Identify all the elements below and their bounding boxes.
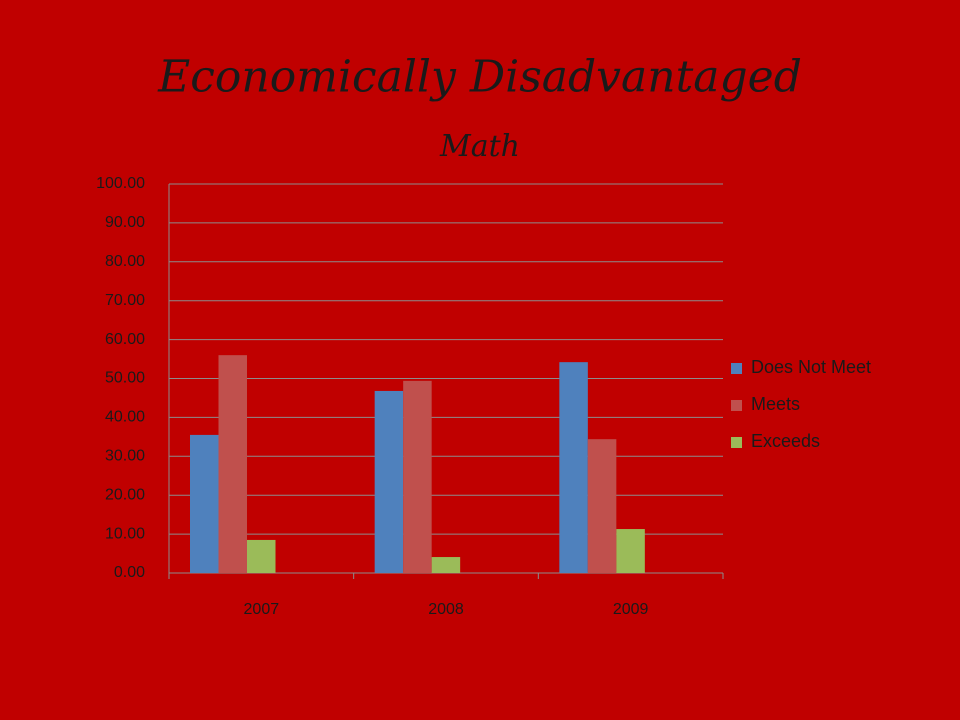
bar [587, 439, 617, 573]
y-tick-label: 30.00 [105, 448, 145, 465]
bar [431, 557, 461, 573]
legend-swatch [731, 400, 742, 411]
chart-subtitle: Math [439, 129, 520, 164]
y-tick-label: 90.00 [105, 214, 145, 231]
y-tick-label: 50.00 [105, 370, 145, 387]
legend-swatch [731, 363, 742, 374]
y-tick-label: 60.00 [105, 331, 145, 348]
bar [218, 355, 247, 573]
legend-label: Exceeds [751, 431, 820, 451]
y-tick-label: 70.00 [105, 292, 145, 309]
bar [403, 380, 432, 573]
legend-swatch [731, 437, 742, 448]
x-tick-label: 2009 [613, 601, 649, 618]
y-tick-label: 20.00 [105, 486, 145, 503]
bar [616, 529, 645, 573]
x-tick-label: 2008 [428, 601, 464, 618]
bar [190, 434, 219, 573]
y-tick-label: 80.00 [105, 253, 145, 270]
legend-label: Meets [751, 394, 800, 414]
y-tick-label: 100.00 [96, 175, 145, 192]
x-tick-label: 2007 [244, 601, 280, 618]
y-tick-label: 0.00 [114, 564, 145, 581]
y-tick-label: 40.00 [105, 409, 145, 426]
legend-label: Does Not Meet [751, 357, 871, 377]
chart-title: Economically Disadvantaged [157, 52, 802, 103]
bar [374, 390, 404, 573]
bar [559, 362, 588, 573]
bar [247, 539, 276, 573]
y-tick-label: 10.00 [105, 525, 145, 542]
